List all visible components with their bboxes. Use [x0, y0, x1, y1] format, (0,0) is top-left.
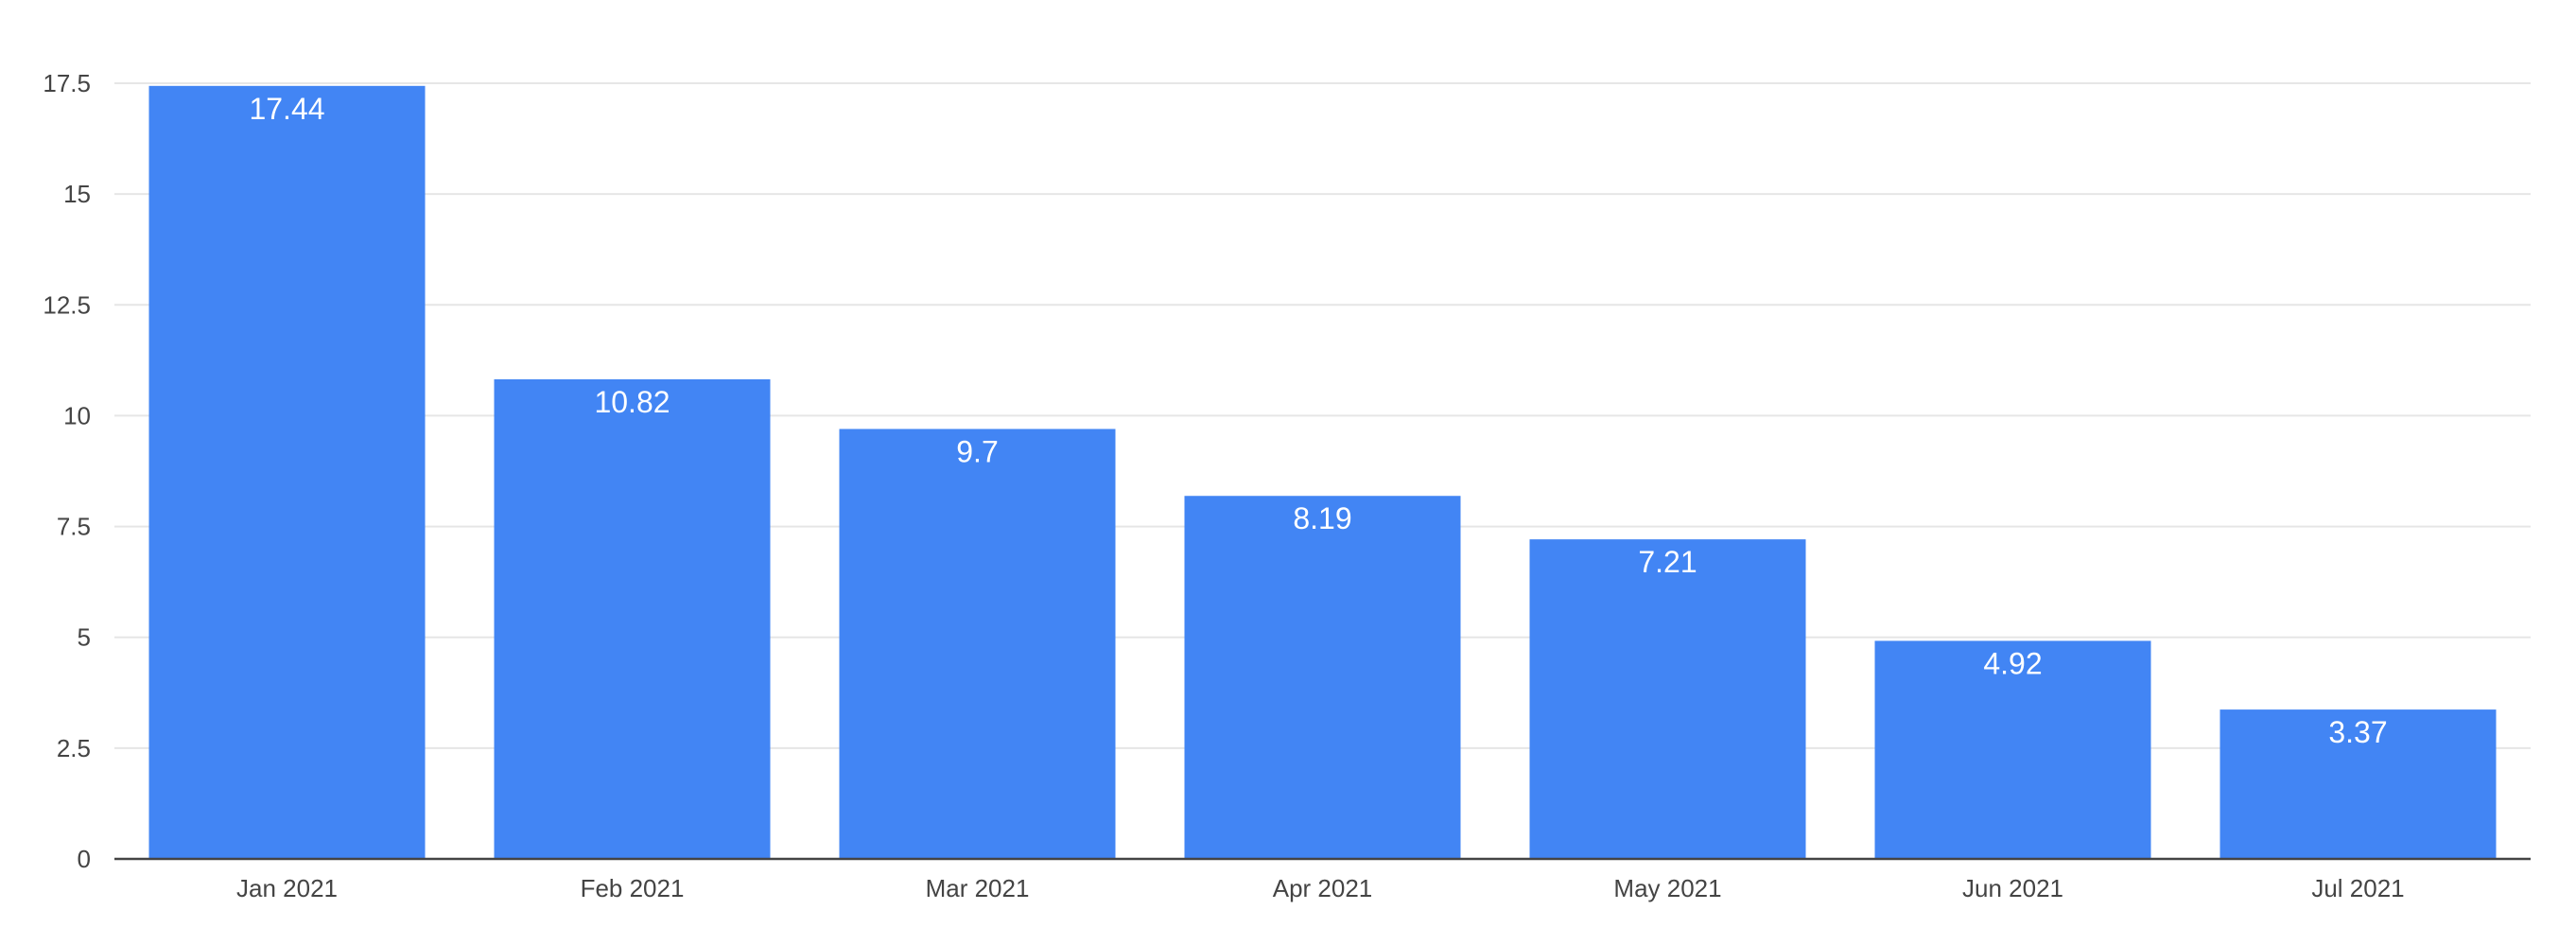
bar: [839, 429, 1116, 859]
x-tick-label: Jul 2021: [2311, 874, 2404, 902]
bar: [1874, 640, 2151, 859]
data-label: 9.7: [956, 434, 998, 468]
data-label: 7.21: [1638, 545, 1697, 579]
bar: [1529, 539, 1806, 859]
y-tick-label: 15: [63, 180, 91, 208]
bar: [494, 379, 771, 859]
x-tick-label: May 2021: [1613, 874, 1721, 902]
y-tick-label: 0: [78, 845, 91, 873]
bar: [1184, 496, 1461, 859]
data-label: 3.37: [2328, 715, 2387, 749]
x-axis-ticks: Jan 2021 Feb 2021 Mar 2021 Apr 2021 May 2021…: [236, 874, 2405, 902]
y-tick-label: 7.5: [57, 513, 91, 541]
y-tick-label: 5: [78, 623, 91, 652]
data-label: 17.44: [249, 92, 324, 126]
x-tick-label: Jun 2021: [1962, 874, 2063, 902]
x-tick-label: Jan 2021: [236, 874, 338, 902]
y-tick-label: 2.5: [57, 734, 91, 762]
x-tick-label: Apr 2021: [1273, 874, 1373, 902]
data-label: 4.92: [1983, 646, 2042, 680]
y-tick-label: 12.5: [43, 290, 91, 319]
data-labels: 17.44 10.82 9.7 8.19 7.21 4.92 3.37: [249, 92, 2387, 749]
x-tick-label: Feb 2021: [581, 874, 685, 902]
data-label: 8.19: [1293, 501, 1351, 535]
y-axis-ticks: 0 2.5 5 7.5 10 12.5 15 17.5: [43, 69, 91, 873]
x-tick-label: Mar 2021: [926, 874, 1030, 902]
y-tick-label: 10: [63, 401, 91, 429]
bar: [2219, 709, 2497, 859]
y-tick-label: 17.5: [43, 69, 91, 97]
bar: [148, 85, 426, 860]
data-label: 10.82: [594, 385, 670, 419]
bars: [148, 85, 2497, 860]
